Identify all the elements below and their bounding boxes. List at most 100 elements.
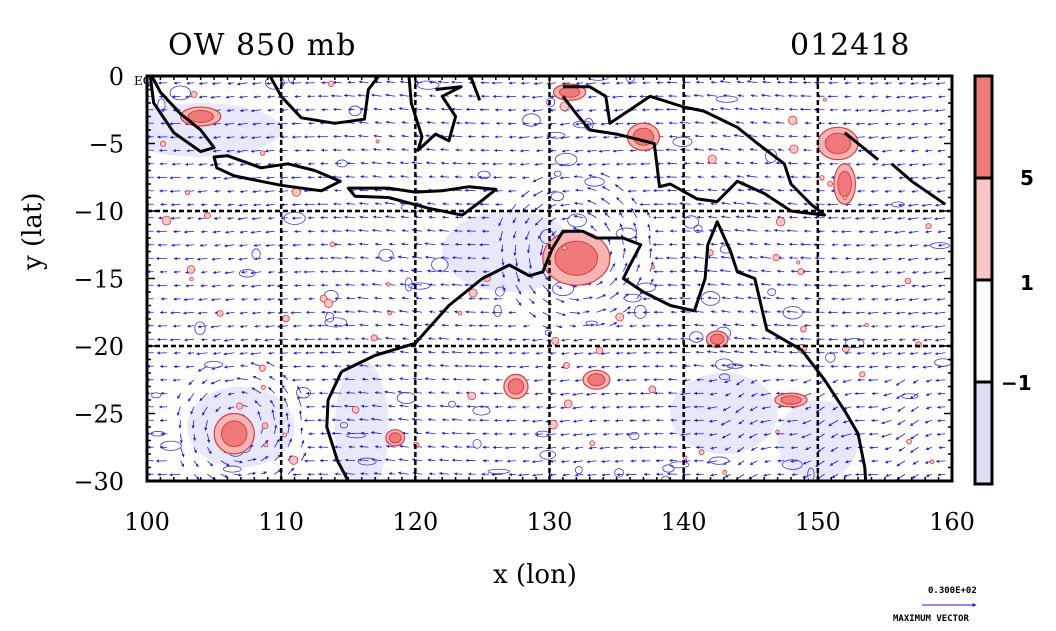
- wind-vector: [556, 298, 565, 303]
- wind-vector: [841, 216, 852, 220]
- wind-vector: [586, 149, 597, 153]
- wind-vector: [840, 270, 852, 274]
- wind-vector: [238, 244, 248, 248]
- x-tick-label: 100: [124, 508, 170, 536]
- wind-vector: [505, 95, 516, 99]
- wind-vector: [239, 108, 248, 113]
- wind-vector: [239, 230, 248, 234]
- wind-vector: [276, 284, 288, 288]
- wind-vector: [774, 93, 785, 98]
- wind-vector: [398, 107, 409, 111]
- wind-vector: [172, 95, 181, 99]
- wind-vector: [292, 243, 302, 247]
- map-title: OW 850 mb: [168, 28, 357, 63]
- x-tick-label: 130: [527, 508, 573, 536]
- wind-vector: [521, 176, 530, 180]
- wind-vector: [440, 296, 449, 300]
- wind-vector: [542, 311, 552, 318]
- wind-vector: [870, 243, 879, 247]
- wind-vector: [762, 296, 771, 300]
- wind-vector: [264, 189, 275, 194]
- wind-vector: [561, 81, 570, 85]
- wind-vector: [922, 82, 932, 86]
- wind-vector: [186, 203, 194, 207]
- wind-vector: [212, 230, 221, 234]
- wind-vector: [776, 80, 785, 84]
- wind-vector: [198, 81, 208, 86]
- wind-vector: [278, 257, 288, 261]
- wind-vector: [211, 257, 221, 261]
- wind-vector: [267, 311, 275, 315]
- wind-vector: [896, 109, 906, 113]
- wind-vector: [871, 162, 879, 166]
- wind-vector: [881, 163, 892, 167]
- wind-vector: [239, 189, 248, 194]
- wind-vector: [938, 445, 946, 450]
- wind-vector: [508, 189, 516, 193]
- wind-vector: [938, 162, 946, 166]
- wind-vector: [521, 190, 530, 198]
- wind-vector: [858, 94, 865, 99]
- wind-vector: [596, 308, 607, 313]
- wind-vector: [604, 212, 611, 219]
- wind-vector: [588, 174, 597, 178]
- wind-vector: [253, 203, 262, 207]
- positive-speck: [563, 399, 573, 409]
- wind-vector: [521, 95, 530, 99]
- wind-vector: [911, 284, 919, 288]
- wind-vector: [546, 190, 557, 195]
- wind-vector: [374, 242, 382, 246]
- wind-vector: [225, 95, 235, 99]
- wind-vector: [764, 175, 771, 179]
- wind-vector: [601, 162, 610, 166]
- wind-vector: [627, 405, 637, 409]
- wind-vector: [790, 175, 798, 179]
- wind-vector: [694, 121, 704, 125]
- wind-vector: [439, 175, 449, 179]
- wind-vector: [371, 269, 382, 273]
- wind-vector: [224, 244, 235, 248]
- wind-vector: [507, 405, 516, 409]
- wind-vector: [615, 122, 624, 126]
- wind-vector: [214, 189, 221, 193]
- wind-vector: [196, 257, 208, 261]
- wind-vector: [720, 255, 731, 259]
- wind-vector: [707, 296, 718, 300]
- wind-vector: [925, 230, 932, 234]
- wind-vector: [602, 135, 610, 139]
- wind-vector: [414, 242, 423, 246]
- wind-vector: [748, 107, 758, 111]
- map-timestamp: 012418: [790, 28, 911, 63]
- wind-vector: [201, 270, 208, 274]
- wind-vector: [734, 107, 745, 111]
- wind-vector: [737, 283, 745, 287]
- wind-vector: [277, 122, 288, 126]
- wind-vector: [777, 175, 785, 179]
- wind-vector: [867, 311, 879, 315]
- wind-vector: [454, 323, 463, 328]
- wind-vector: [885, 95, 892, 99]
- wind-vector: [429, 310, 436, 314]
- wind-vector: [934, 109, 946, 113]
- wind-vector: [172, 148, 181, 153]
- wind-vector: [855, 162, 865, 166]
- wind-vector: [429, 94, 436, 98]
- wind-vector: [601, 186, 611, 192]
- wind-vector: [501, 258, 505, 266]
- wind-vector: [281, 202, 288, 207]
- wind-vector: [748, 255, 758, 259]
- wind-vector: [934, 257, 946, 261]
- wind-vector: [252, 122, 262, 126]
- wind-vector: [345, 175, 355, 179]
- wind-vector: [894, 230, 906, 234]
- wind-vector: [649, 247, 653, 259]
- wind-vector: [870, 270, 879, 274]
- wind-vector: [213, 135, 221, 139]
- wind-vector: [559, 176, 570, 180]
- wind-vector: [529, 285, 536, 295]
- wind-vector: [453, 229, 463, 233]
- wind-vector: [626, 122, 637, 126]
- wind-vector: [746, 80, 758, 84]
- wind-vector: [440, 148, 449, 152]
- wind-vector: [695, 229, 704, 233]
